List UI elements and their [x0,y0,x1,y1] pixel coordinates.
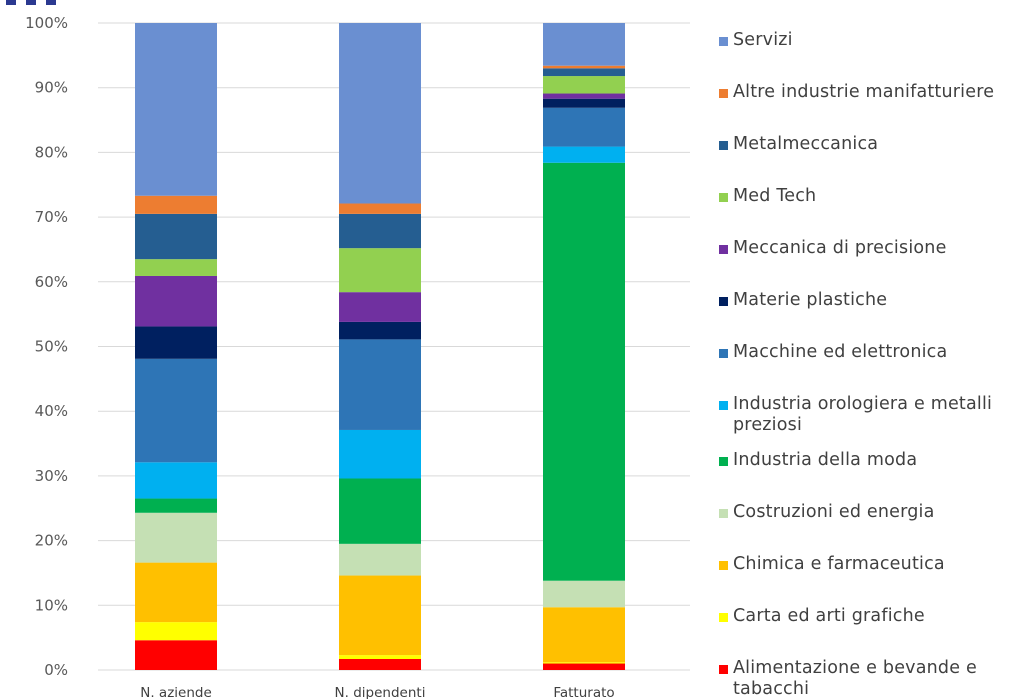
bar-segment [339,321,421,340]
bar-segment [543,662,625,664]
legend-item: Industria orologiera e metalli preziosi [719,394,1009,436]
y-tick-label: 90% [35,79,68,97]
y-tick-label: 30% [35,467,68,485]
bar-segment [543,23,625,66]
title-fragment [0,0,60,7]
bar-segment [543,162,625,581]
bar-segment [135,23,217,196]
legend-swatch [719,561,728,570]
legend-swatch [719,245,728,254]
x-category-label: N. dipendenti [335,685,426,699]
bar-segment [543,98,625,108]
bar-segment [135,622,217,641]
bar-segment [543,607,625,663]
bar-segment [135,512,217,563]
bar-segment [543,146,625,163]
bar-segment [543,68,625,77]
bar-segment [339,429,421,479]
legend-swatch [719,613,728,622]
bar-segment [135,326,217,359]
bar-segment [339,543,421,576]
legend-item: Carta ed arti grafiche [719,606,1009,627]
bar-segment [339,23,421,204]
x-category-label: N. aziende [140,685,212,699]
bar-segment [339,292,421,322]
legend-label: Industria orologiera e metalli preziosi [733,394,993,435]
legend-swatch [719,665,728,674]
bar-segment [339,213,421,249]
legend-item: Industria della moda [719,450,1009,471]
legend-swatch [719,349,728,358]
bar-segment [543,663,625,670]
x-category-label: Fatturato [553,685,614,699]
legend-swatch [719,37,728,46]
y-tick-label: 80% [35,143,68,161]
bar-segment [543,93,625,99]
y-tick-label: 20% [35,532,68,550]
legend-item: Alimentazione e bevande e tabacchi [719,658,1009,700]
bar-segment [135,640,217,670]
bar-segment [339,655,421,660]
legend-label: Alimentazione e bevande e tabacchi [733,658,977,699]
y-tick-label: 0% [44,661,68,679]
legend-label: Altre industrie manifatturiere [733,82,995,102]
legend-item: Metalmeccanica [719,134,1009,155]
legend-item: Med Tech [719,186,1009,207]
legend-swatch [719,509,728,518]
legend-label: Chimica e farmaceutica [733,554,945,574]
legend-label: Macchine ed elettronica [733,342,948,362]
bar-segment [135,498,217,513]
legend-label: Metalmeccanica [733,134,879,154]
bar-segment [339,248,421,293]
bar-segment [339,478,421,544]
legend-label: Industria della moda [733,450,918,470]
legend-label: Costruzioni ed energia [733,502,935,522]
legend-swatch [719,297,728,306]
bar-segment [135,259,217,276]
legend-swatch [719,457,728,466]
y-tick-label: 100% [25,14,68,32]
bar-segment [135,358,217,463]
legend-item: Servizi [719,30,1009,51]
y-tick-label: 40% [35,402,68,420]
legend-swatch [719,193,728,202]
bar-segment [339,203,421,214]
bar-segment [543,65,625,69]
legend-label: Servizi [733,30,793,50]
y-tick-label: 50% [35,338,68,356]
legend-item: Costruzioni ed energia [719,502,1009,523]
y-tick-label: 70% [35,208,68,226]
legend-label: Materie plastiche [733,290,888,310]
bar-segment [339,339,421,430]
legend-swatch [719,89,728,98]
bar-segment [135,195,217,214]
bar-segment [339,575,421,656]
bar-segment [543,76,625,94]
bar-segment [339,659,421,670]
bar-segment [135,462,217,499]
bar-segment [543,580,625,608]
legend-item: Altre industrie manifatturiere [719,82,1009,103]
legend-item: Macchine ed elettronica [719,342,1009,363]
legend-swatch [719,141,728,150]
legend-item: Chimica e farmaceutica [719,554,1009,575]
legend-label: Meccanica di precisione [733,238,947,258]
legend-label: Med Tech [733,186,817,206]
legend-label: Carta ed arti grafiche [733,606,925,626]
bar-segment [135,213,217,260]
bar-segment [543,107,625,147]
y-tick-label: 60% [35,273,68,291]
bar-segment [135,275,217,327]
legend-item: Materie plastiche [719,290,1009,311]
legend-item: Meccanica di precisione [719,238,1009,259]
legend-swatch [719,401,728,410]
bar-segment [135,562,217,623]
y-tick-label: 10% [35,596,68,614]
